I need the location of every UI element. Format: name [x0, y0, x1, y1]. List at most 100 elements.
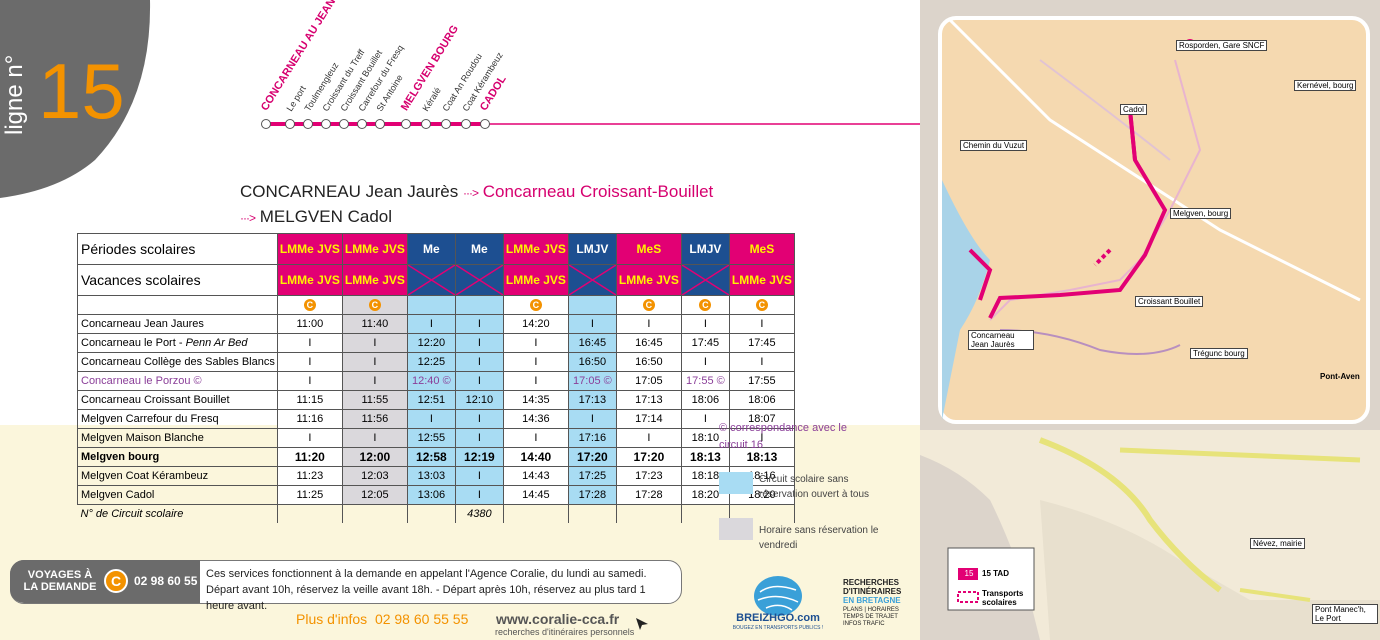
- vad-line2: LA DEMANDE: [23, 581, 97, 593]
- map-label-kernevel: Kernével, bourg: [1294, 80, 1357, 91]
- stop-label: Concarneau Croissant Bouillet: [77, 390, 278, 410]
- rech-3: EN BRETAGNE: [843, 596, 901, 605]
- time-cell: 17:55 ©: [680, 371, 730, 391]
- map-label-tregunc: Trégunc bourg: [1190, 348, 1248, 359]
- time-cell: 12:00: [341, 447, 408, 467]
- time-cell: 16:50: [567, 352, 617, 372]
- more-info-label: Plus d'infos: [296, 611, 368, 627]
- time-cell: 17:45: [680, 333, 730, 353]
- stop-dot: [480, 119, 490, 129]
- map-label-pont-aven: Pont-Aven: [1320, 372, 1360, 381]
- route-arrow: ···>: [462, 186, 479, 200]
- time-cell: 11:15: [276, 390, 343, 410]
- breizhgo-globe-icon: [754, 576, 802, 616]
- time-cell: 11:40: [341, 314, 408, 334]
- time-cell: 18:06: [680, 390, 730, 410]
- coralie-cell: [567, 295, 617, 315]
- time-cell: 12:51: [406, 390, 456, 410]
- time-cell: 16:45: [567, 333, 617, 353]
- circuit-cell: [615, 504, 682, 523]
- time-cell: 11:55: [341, 390, 408, 410]
- website-link[interactable]: www.coralie-cca.fr: [496, 611, 620, 627]
- time-cell: I: [454, 485, 504, 505]
- time-cell: I: [728, 428, 795, 448]
- time-cell: I: [406, 409, 456, 429]
- periode-cell: LMJV: [567, 233, 617, 265]
- time-cell: 16:50: [615, 352, 682, 372]
- vacances-cell: LMMe JVS: [502, 264, 569, 296]
- rech-4: PLANS | HORAIRES: [843, 607, 899, 613]
- coralie-icon: C: [104, 569, 128, 593]
- map-label-nevez: Névez, mairie: [1250, 538, 1305, 549]
- periode-cell: MeS: [615, 233, 682, 265]
- stop-label-text: Concarneau Jean Jaures: [81, 318, 204, 330]
- stop-label-text: Concarneau Collège des Sables Blancs: [81, 356, 275, 368]
- time-cell: 12:10: [454, 390, 504, 410]
- time-cell: 14:20: [502, 314, 569, 334]
- stop-label: Concarneau Jean Jaures: [77, 314, 278, 334]
- coralie-coin-icon: C: [368, 299, 381, 311]
- line-label: ligne n°: [1, 55, 28, 135]
- coralie-coin-icon: C: [755, 299, 768, 311]
- route-origin: CONCARNEAU Jean Jaurès: [240, 182, 459, 201]
- stop-dot: [261, 119, 271, 129]
- vacances-label: Vacances scolaires: [77, 264, 278, 296]
- time-cell: 11:00: [276, 314, 343, 334]
- correspondance-note: © correspondance avec le circuit 16: [719, 422, 847, 451]
- time-cell: I: [728, 314, 795, 334]
- route-via: Concarneau Croissant-Bouillet: [482, 182, 714, 201]
- time-cell: I: [680, 409, 730, 429]
- time-cell: 11:23: [276, 466, 343, 486]
- periode-cell: LMMe JVS: [341, 233, 408, 265]
- time-cell: 17:23: [615, 466, 682, 486]
- line-badge: ligne n° 15: [0, 0, 151, 198]
- time-cell: I: [454, 333, 504, 353]
- stop-label-text: Melgven Coat Kérambeuz: [81, 470, 209, 482]
- time-cell: 12:40 ©: [406, 371, 456, 391]
- breizhgo-logo[interactable]: BREIZHGO.com BOUGEZ EN TRANSPORTS PUBLIC…: [728, 574, 828, 636]
- map-legend-tad-num: 15: [964, 569, 974, 578]
- stop-label-text: Melgven Carrefour du Fresq: [81, 413, 219, 425]
- stops-strip: CONCARNEAU AU JEAN JAURÈS Le port Toulmeng…: [150, 0, 920, 135]
- time-cell: 12:03: [341, 466, 408, 486]
- more-info: Plus d'infos 02 98 60 55 55: [296, 611, 468, 627]
- stop-dot: [375, 119, 385, 129]
- time-cell: 17:45: [728, 333, 795, 353]
- breizhgo-tagline: BOUGEZ EN TRANSPORTS PUBLICS !: [732, 625, 824, 631]
- periode-cell: Me: [406, 233, 456, 265]
- circuit-cell: [276, 504, 343, 523]
- time-cell: 14:36: [502, 409, 569, 429]
- legend-blue: Circuit scolaire sans réservation ouvert…: [719, 472, 919, 502]
- time-cell: 17:13: [615, 390, 682, 410]
- vacances-cell: LMMe JVS: [615, 264, 682, 296]
- coralie-cell: [406, 295, 456, 315]
- route-title: CONCARNEAU Jean Jaurès ···> Concarneau C…: [240, 180, 800, 230]
- time-cell: 11:56: [341, 409, 408, 429]
- time-cell: 11:25: [276, 485, 343, 505]
- time-cell: 18:10: [680, 428, 730, 448]
- website-subtitle: recherches d'itinéraires personnels: [495, 627, 635, 637]
- table-row: Concarneau Croissant Bouillet 11:15 11:55 1…: [77, 390, 795, 410]
- time-cell: 18:20: [728, 485, 795, 505]
- time-cell: 17:16: [567, 428, 617, 448]
- periodes-row: Périodes scolaires LMMe JVS LMMe JVS Me Me L…: [77, 233, 795, 265]
- breizhgo-name: BREIZHGO.com: [736, 612, 820, 624]
- stop-label: Melgven Cadol: [77, 485, 278, 505]
- stop-label-emphasis: Penn Ar Bed: [185, 337, 248, 349]
- time-cell: I: [276, 428, 343, 448]
- stop-dot: [285, 119, 295, 129]
- time-cell: I: [454, 314, 504, 334]
- on-demand-text: Ces services fonctionnent à la demande e…: [206, 566, 676, 614]
- stop-dot: [321, 119, 331, 129]
- table-row: Concarneau le Port - Penn Ar Bed I I 12:20 I…: [77, 333, 795, 353]
- time-cell: 17:28: [567, 485, 617, 505]
- time-cell: 14:35: [502, 390, 569, 410]
- legend-grey-text: Horaire sans réservation le vendredi: [759, 525, 879, 551]
- time-cell: 14:45: [502, 485, 569, 505]
- time-cell: I: [454, 428, 504, 448]
- time-cell: I: [341, 371, 408, 391]
- circuit-cell: [341, 504, 408, 523]
- legend-blue-text: Circuit scolaire sans réservation ouvert…: [759, 474, 870, 500]
- stop-label: Melgven Maison Blanche: [77, 428, 278, 448]
- time-cell: 12:25: [406, 352, 456, 372]
